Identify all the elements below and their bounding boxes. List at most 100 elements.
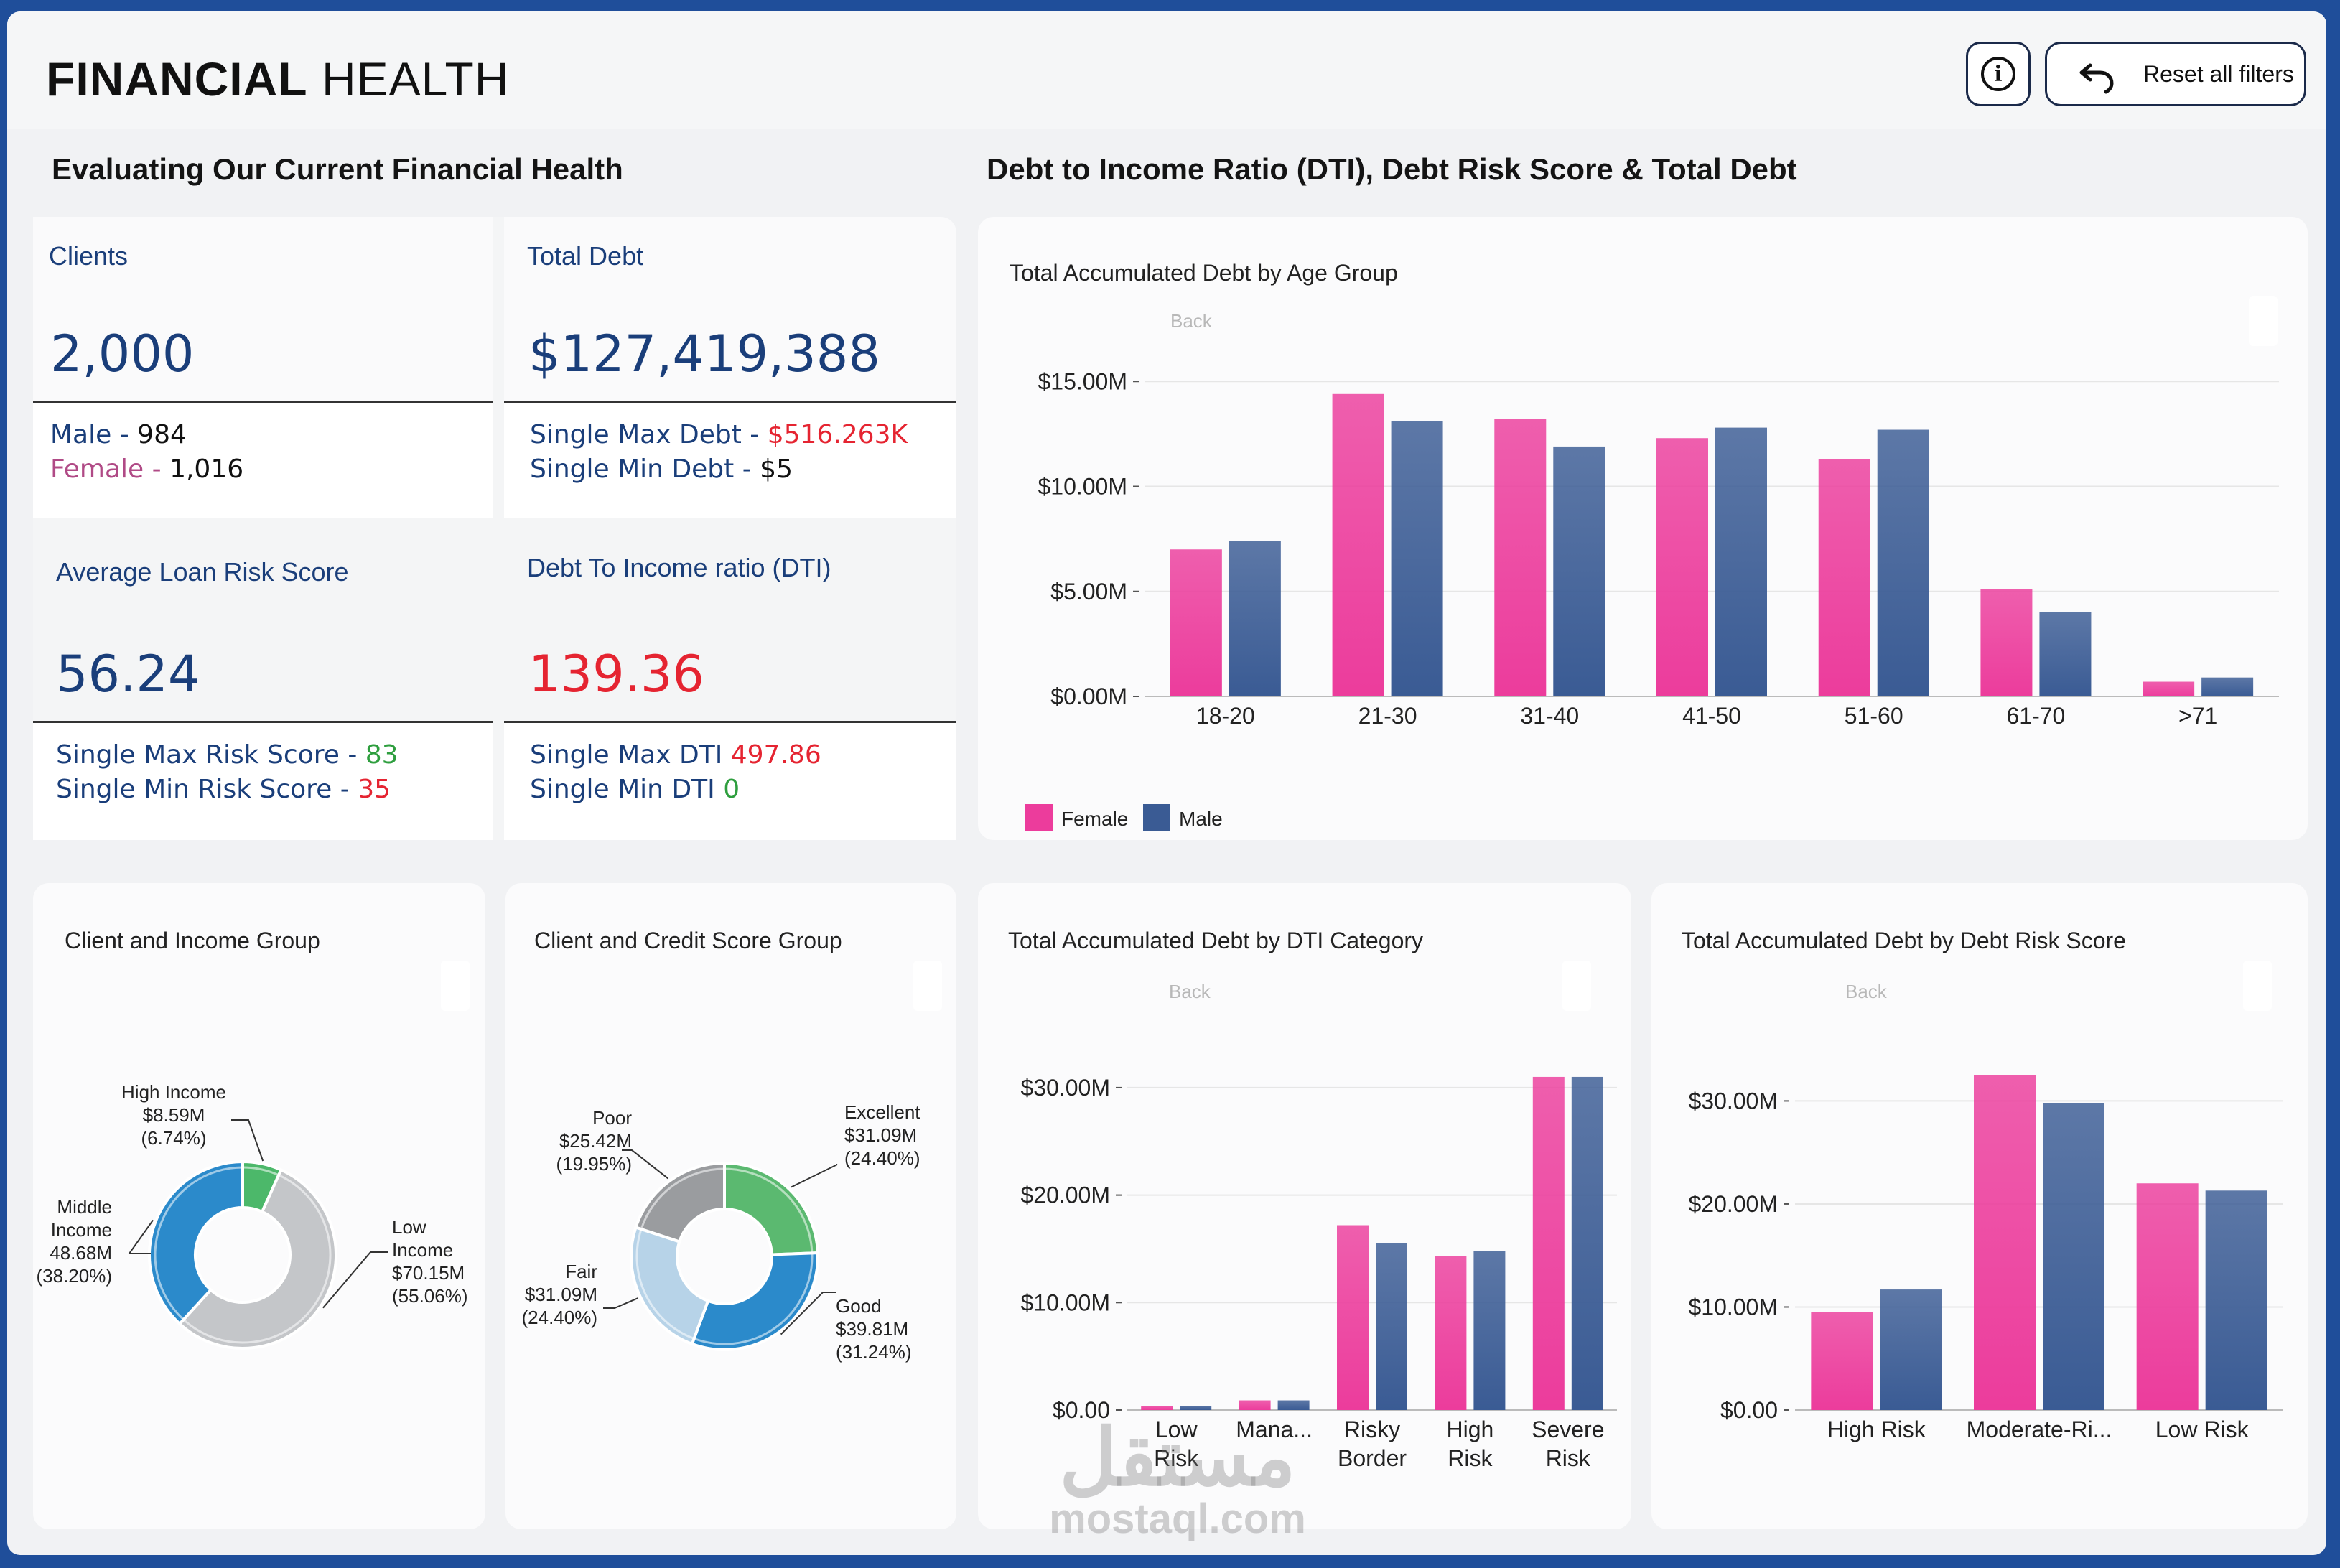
watermark-latin: mostaql.com: [1049, 1495, 1306, 1542]
x-tick-label: >71: [2178, 703, 2217, 729]
legend-label: Male: [1179, 808, 1223, 830]
bar-male: [1553, 446, 1605, 696]
leader-line: [322, 1251, 388, 1309]
slice-highlight: [635, 1228, 695, 1340]
x-tick-label: 41-50: [1682, 703, 1741, 729]
min-risk-value: 35: [358, 775, 391, 804]
risk-extremes: Single Max Risk Score - 83 Single Min Ri…: [56, 738, 398, 807]
bar-female: [1811, 1312, 1873, 1410]
donut-slice-poor: [633, 1161, 726, 1243]
left-section-title: Evaluating Our Current Financial Health: [52, 152, 623, 186]
slice-label: $25.42M: [559, 1130, 632, 1152]
leader-line: [780, 1292, 836, 1335]
back-label: Back: [1170, 310, 1213, 332]
slice-highlight: [154, 1166, 243, 1321]
clients-value: 2,000: [50, 325, 195, 383]
bar-female: [1332, 393, 1384, 696]
bar-male: [2039, 612, 2092, 696]
risk-chart-title: Total Accumulated Debt by Debt Risk Scor…: [1682, 928, 2126, 953]
debt-extremes: Single Max Debt - $516.263K Single Min D…: [530, 418, 908, 487]
bar-female: [1974, 1075, 2036, 1410]
bar-male: [1473, 1251, 1506, 1410]
clients-divider: [33, 401, 493, 403]
clients-label: Clients: [49, 241, 129, 271]
min-dti-value: 0: [723, 775, 740, 804]
dti-value: 139.36: [528, 645, 704, 704]
drill-button: [2243, 961, 2272, 1011]
donut-slice-excellent: [723, 1161, 819, 1256]
dti-extremes: Single Max DTI 497.86 Single Min DTI 0: [530, 738, 821, 807]
reset-filters-button[interactable]: Reset all filters: [2045, 42, 2306, 106]
dti-divider: [504, 721, 956, 723]
x-tick-label: Severe: [1532, 1417, 1604, 1442]
slice-label: 48.68M: [50, 1242, 112, 1264]
dti-chart-card: Total Accumulated Debt by DTI Category B…: [978, 883, 1631, 1529]
dti-chart-title: Total Accumulated Debt by DTI Category: [1008, 928, 1424, 953]
info-button[interactable]: i: [1966, 42, 2031, 106]
slice-label: $39.81M: [836, 1318, 908, 1340]
x-tick-label: Moderate-Ri...: [1967, 1417, 2112, 1442]
bar-male: [1877, 429, 1929, 696]
bar-male: [2043, 1103, 2104, 1410]
leader-line: [622, 1149, 669, 1180]
bar-male: [2205, 1190, 2267, 1410]
slice-label: Fair: [565, 1261, 597, 1282]
y-tick-label: $15.00M: [1038, 368, 1127, 394]
y-tick-label: $10.00M: [1688, 1294, 1778, 1320]
slice-highlight: [724, 1167, 814, 1254]
debt-sub-tile: [504, 401, 956, 518]
slice-label: Good: [836, 1295, 882, 1317]
risk-chart-card: Total Accumulated Debt by Debt Risk Scor…: [1651, 883, 2308, 1529]
bar-female: [1818, 459, 1870, 696]
bar-male: [2201, 677, 2254, 696]
slice-label: (24.40%): [844, 1147, 920, 1169]
reset-label: Reset all filters: [2143, 60, 2294, 87]
y-tick-label: $30.00M: [1688, 1088, 1778, 1114]
income-donut: High Income$8.59M(6.74%)LowIncome$70.15M…: [37, 961, 470, 1350]
bar-male: [1391, 421, 1443, 696]
bar-female: [2136, 1183, 2199, 1410]
male-label: Male -: [50, 420, 129, 449]
risk-divider: [33, 721, 493, 723]
max-risk-value: 83: [365, 740, 398, 770]
y-tick-label: $5.00M: [1050, 579, 1127, 605]
back-label: Back: [1169, 981, 1211, 1002]
max-dti-value: 497.86: [730, 740, 821, 770]
x-tick-label: Border: [1338, 1445, 1407, 1471]
bar-male: [1715, 427, 1767, 696]
income-chart-title: Client and Income Group: [65, 928, 320, 953]
bar-female: [1337, 1225, 1369, 1410]
x-tick-label: 61-70: [2007, 703, 2066, 729]
total-debt-value: $127,419,388: [528, 325, 880, 383]
max-risk-label: Single Max Risk Score -: [56, 740, 358, 770]
bar-female: [1170, 549, 1222, 696]
female-label: Female -: [50, 454, 162, 484]
slice-label: Poor: [592, 1107, 632, 1129]
x-tick-label: Risk: [1546, 1445, 1591, 1471]
title-bold: FINANCIAL: [46, 52, 308, 106]
dti-label: Debt To Income ratio (DTI): [527, 553, 831, 582]
donut-slice-good: [690, 1251, 819, 1351]
dti-chart: Back $0.00 $10.00M $20.00M $30.00M Low Risk Man…: [1020, 961, 1617, 1471]
slice-label: $70.15M: [392, 1262, 465, 1284]
y-tick-label: $20.00M: [1688, 1191, 1778, 1217]
watermark: مستقل mostaql.com: [1012, 1419, 1343, 1541]
credit-chart-title: Client and Credit Score Group: [534, 928, 842, 953]
slice-label: (55.06%): [392, 1285, 468, 1307]
dti-sub-tile: [504, 721, 956, 840]
bar-female: [1656, 438, 1708, 696]
kpi-card: Clients 2,000 Male - 984 Female - 1,016 …: [33, 217, 956, 840]
x-tick-label: High Risk: [1827, 1417, 1926, 1442]
page-title: FINANCIAL HEALTH: [46, 52, 509, 106]
slice-label: Income: [392, 1239, 453, 1261]
bar-male: [1229, 541, 1281, 696]
min-risk-label: Single Min Risk Score -: [56, 775, 350, 804]
female-value: 1,016: [169, 454, 244, 484]
leader-line: [603, 1297, 638, 1309]
leader-line: [231, 1119, 264, 1162]
x-tick-label: Low: [1155, 1417, 1198, 1442]
income-chart-card: Client and Income Group High Income $8.59…: [33, 883, 485, 1529]
bar-female: [1980, 589, 2033, 696]
slice-highlight: [694, 1253, 814, 1345]
x-tick-label: Low Risk: [2155, 1417, 2250, 1442]
